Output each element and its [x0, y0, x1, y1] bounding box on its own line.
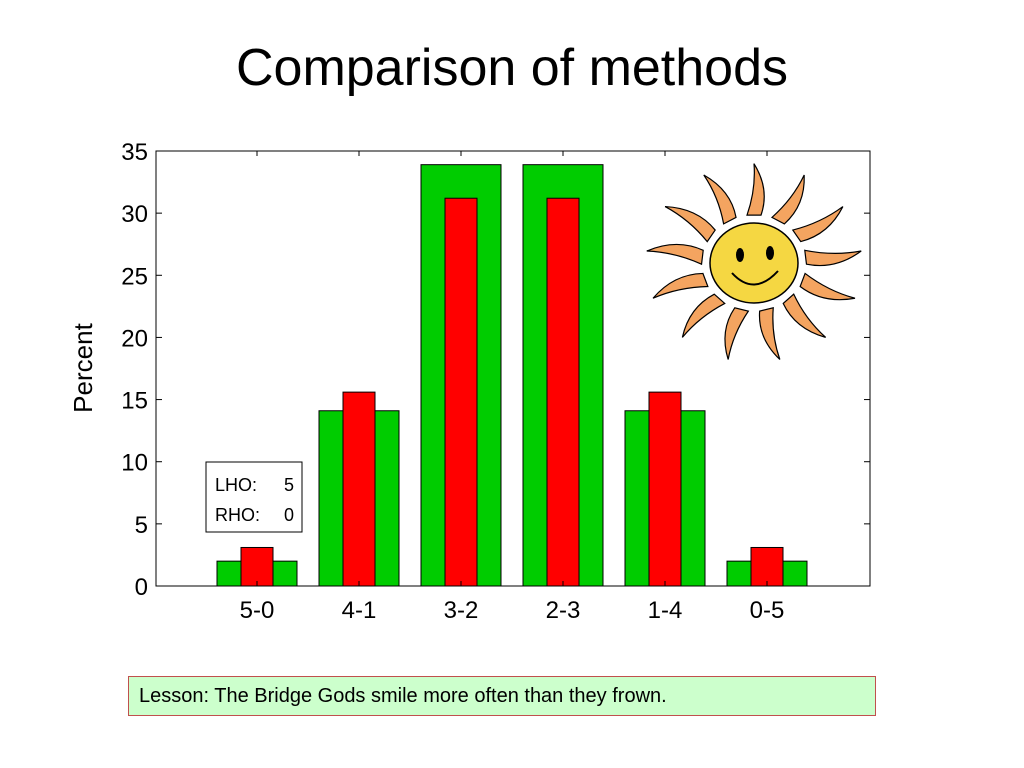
sun-ray [646, 243, 704, 266]
sun-ray [770, 174, 805, 225]
sun-ray [791, 206, 844, 243]
sun-smile [731, 270, 779, 286]
count-annotation: LHO: 5 RHO: 0 [205, 461, 303, 533]
x-tick-label: 3-2 [444, 597, 479, 624]
bar-red-3-2 [444, 197, 478, 587]
sun-ray [758, 306, 781, 360]
sun-ray [746, 163, 765, 216]
sun-ray [681, 293, 726, 338]
annotation-lho-value: 5 [284, 475, 294, 495]
annotation-rho-label: RHO: [215, 505, 260, 525]
annotation-lho-label: LHO: [215, 475, 257, 495]
bar-red-0-5 [750, 546, 784, 587]
slide-title: Comparison of methods [235, 39, 789, 97]
y-tick-label: 5 [135, 512, 148, 539]
plot-frame [155, 150, 871, 587]
sun-ray [799, 272, 856, 301]
sun-face [709, 222, 799, 304]
y-tick-label: 10 [121, 450, 148, 477]
x-tick-label: 4-1 [342, 597, 377, 624]
y-tick-label: 15 [121, 388, 148, 415]
annotation-rho-value: 0 [284, 505, 294, 525]
sun-eye [736, 248, 744, 262]
sun-ray [782, 293, 827, 338]
y-tick-label: 0 [135, 574, 148, 601]
sun-ray [703, 174, 737, 225]
sun-ray [652, 272, 709, 299]
y-tick-label: 30 [121, 201, 148, 228]
sun-ray [664, 205, 716, 243]
bar-red-2-3 [546, 197, 580, 587]
bar-red-5-0 [240, 546, 274, 587]
bar-red-1-4 [648, 391, 682, 587]
y-axis-label: Percent [68, 322, 98, 412]
x-tick-label: 5-0 [240, 597, 275, 624]
x-tick-label: 0-5 [750, 597, 785, 624]
smiling-sun-image [646, 163, 862, 360]
bar-red-4-1 [342, 391, 376, 587]
x-tick-label: 2-3 [546, 597, 581, 624]
y-tick-label: 20 [121, 325, 148, 352]
x-tick-label: 1-4 [648, 597, 683, 624]
y-tick-label: 35 [121, 139, 148, 166]
sun-ray [804, 249, 862, 267]
sun-ray [724, 307, 750, 360]
y-tick-label: 25 [121, 263, 148, 290]
sun-eye [766, 246, 774, 260]
lesson-box: Lesson: The Bridge Gods smile more often… [128, 676, 876, 716]
